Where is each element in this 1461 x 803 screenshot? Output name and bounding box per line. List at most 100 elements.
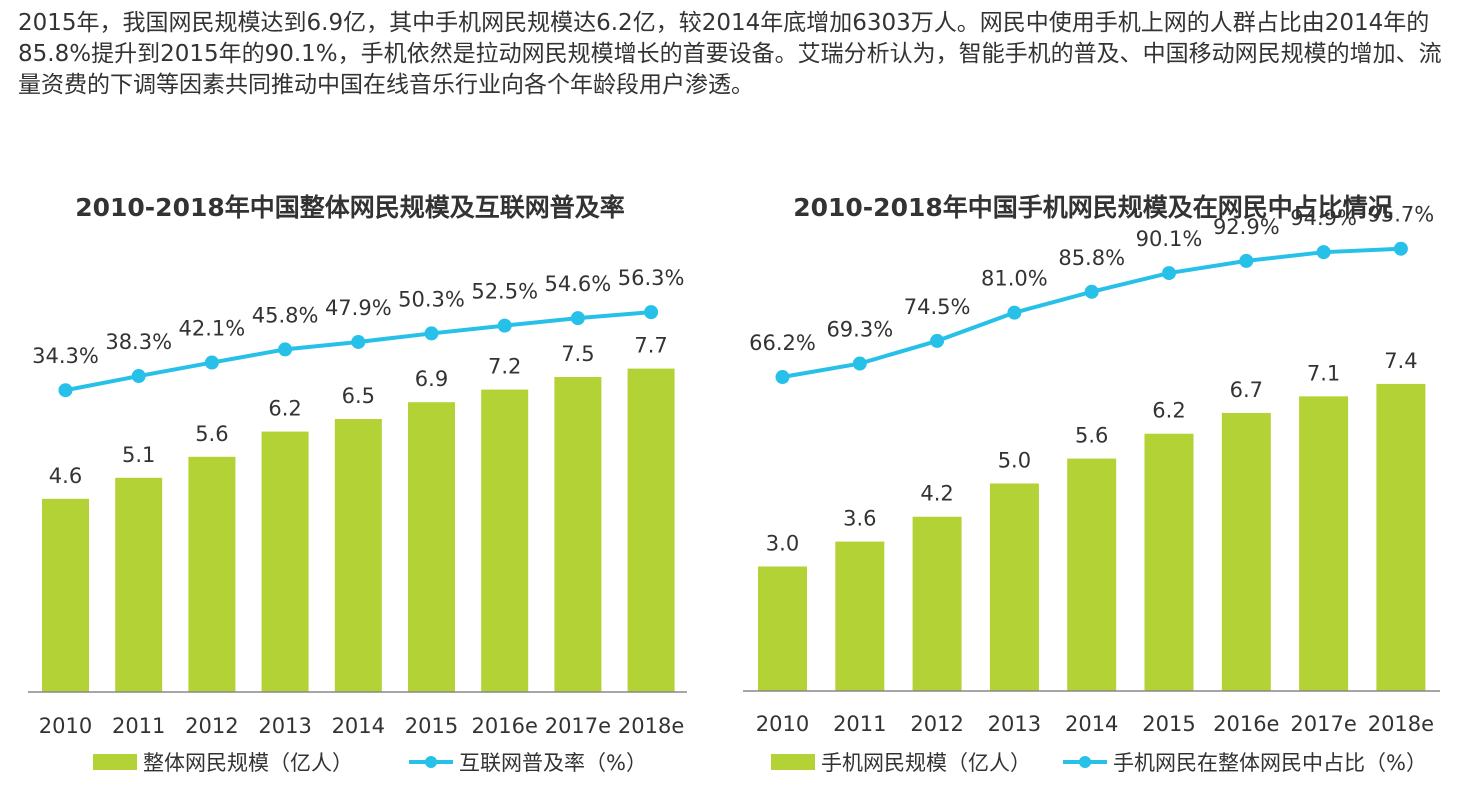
x-tick-label: 2018e bbox=[618, 714, 684, 738]
bar bbox=[1067, 458, 1117, 691]
bar-value-label: 5.6 bbox=[195, 422, 228, 446]
line-value-label: 74.5% bbox=[904, 295, 971, 319]
x-tick-label: 2015 bbox=[405, 714, 458, 738]
bar bbox=[554, 377, 602, 692]
legend-total-netizens: 整体网民规模（亿人） 互联网普及率（%） bbox=[93, 747, 647, 777]
legend-line-label: 手机网民在整体网民中占比（%） bbox=[1113, 751, 1427, 775]
line-point bbox=[497, 318, 512, 333]
line-point bbox=[1393, 241, 1408, 256]
legend-line-swatch bbox=[409, 756, 453, 768]
line-value-label: 90.1% bbox=[1136, 227, 1203, 251]
x-tick-label: 2017e bbox=[545, 714, 611, 738]
x-tick-label: 2014 bbox=[1065, 712, 1118, 736]
bar bbox=[481, 389, 529, 692]
bar bbox=[989, 483, 1039, 691]
legend-line-swatch bbox=[1063, 756, 1107, 768]
bar-value-label: 7.4 bbox=[1384, 349, 1417, 373]
bar bbox=[42, 498, 89, 692]
line-point bbox=[58, 383, 73, 398]
bar bbox=[1144, 433, 1194, 691]
x-tick-label: 2017e bbox=[1290, 712, 1356, 736]
bar bbox=[912, 516, 962, 691]
line-value-label: 56.3% bbox=[618, 266, 685, 290]
line-point bbox=[930, 333, 945, 348]
bar-value-label: 7.2 bbox=[488, 355, 521, 379]
line-value-label: 34.3% bbox=[32, 344, 99, 368]
bar-value-label: 6.2 bbox=[268, 397, 301, 421]
bar bbox=[835, 541, 885, 691]
line-value-label: 85.8% bbox=[1058, 246, 1125, 270]
x-tick-label: 2018e bbox=[1368, 712, 1434, 736]
bar bbox=[261, 431, 309, 692]
bar-value-label: 5.1 bbox=[122, 443, 155, 467]
legend-bar-label: 整体网民规模（亿人） bbox=[143, 751, 353, 775]
bar bbox=[334, 419, 382, 692]
line-point bbox=[351, 334, 366, 349]
line-value-label: 69.3% bbox=[826, 318, 893, 342]
legend-bar-label: 手机网民规模（亿人） bbox=[821, 751, 1031, 775]
line-point bbox=[1007, 305, 1022, 320]
x-tick-label: 2012 bbox=[910, 712, 963, 736]
legend-item-bar: 手机网民规模（亿人） bbox=[771, 747, 1031, 777]
line-point bbox=[424, 326, 439, 341]
legend-bar-swatch bbox=[93, 754, 137, 770]
line-value-label: 50.3% bbox=[398, 287, 465, 311]
x-tick-label: 2016e bbox=[1213, 712, 1279, 736]
line-point bbox=[131, 369, 146, 384]
bar-value-label: 7.5 bbox=[561, 342, 594, 366]
line-value-label: 52.5% bbox=[471, 280, 538, 304]
line-point bbox=[644, 305, 659, 320]
legend-item-bar: 整体网民规模（亿人） bbox=[93, 747, 353, 777]
legend-line-label: 互联网普及率（%） bbox=[459, 751, 647, 775]
x-tick-label: 2011 bbox=[112, 714, 165, 738]
bar-value-label: 3.6 bbox=[843, 507, 876, 531]
bar-value-label: 7.1 bbox=[1307, 361, 1340, 385]
line-value-label: 42.1% bbox=[179, 317, 246, 341]
chart-title-total-netizens: 2010-2018年中国整体网民规模及互联网普及率 bbox=[75, 193, 625, 222]
bar-value-label: 4.6 bbox=[49, 464, 82, 488]
bar-value-label: 6.5 bbox=[342, 384, 375, 408]
x-tick-label: 2012 bbox=[185, 714, 238, 738]
chart-title-mobile-netizens: 2010-2018年中国手机网民规模及在网民中占比情况 bbox=[793, 193, 1393, 222]
line-point bbox=[570, 311, 585, 326]
bar-value-label: 6.9 bbox=[415, 367, 448, 391]
bar-value-label: 4.2 bbox=[920, 482, 953, 506]
x-tick-label: 2010 bbox=[756, 712, 809, 736]
line-value-label: 66.2% bbox=[749, 331, 816, 355]
x-tick-label: 2011 bbox=[833, 712, 886, 736]
bar-value-label: 5.0 bbox=[998, 449, 1031, 473]
line-point bbox=[852, 356, 867, 371]
x-tick-label: 2013 bbox=[258, 714, 311, 738]
bar bbox=[188, 456, 236, 692]
legend-bar-swatch bbox=[771, 754, 815, 770]
bar bbox=[1299, 396, 1349, 691]
line-point bbox=[1162, 266, 1176, 281]
bar-value-label: 7.7 bbox=[634, 334, 667, 358]
bar bbox=[758, 566, 807, 691]
bar bbox=[115, 477, 163, 692]
line-value-label: 92.9% bbox=[1213, 215, 1280, 239]
line-point bbox=[775, 370, 790, 385]
legend-item-line: 互联网普及率（%） bbox=[409, 747, 647, 777]
x-tick-label: 2010 bbox=[39, 714, 92, 738]
line-point bbox=[1239, 253, 1254, 268]
bar-value-label: 6.7 bbox=[1230, 378, 1263, 402]
bar-value-label: 6.2 bbox=[1152, 399, 1185, 423]
line-value-label: 94.9% bbox=[1290, 206, 1357, 230]
intro-paragraph: 2015年，我国网民规模达到6.9亿，其中手机网民规模达6.2亿，较2014年底… bbox=[18, 10, 1442, 98]
bar bbox=[627, 368, 675, 692]
line-value-label: 81.0% bbox=[981, 267, 1048, 291]
bar bbox=[408, 402, 455, 692]
legend-item-line: 手机网民在整体网民中占比（%） bbox=[1063, 747, 1427, 777]
line-point bbox=[1084, 284, 1099, 299]
line-value-label: 38.3% bbox=[105, 330, 172, 354]
x-tick-label: 2014 bbox=[332, 714, 385, 738]
line-point bbox=[1316, 245, 1331, 260]
legend-mobile-netizens: 手机网民规模（亿人） 手机网民在整体网民中占比（%） bbox=[771, 747, 1427, 777]
x-tick-label: 2013 bbox=[988, 712, 1041, 736]
bar bbox=[1376, 383, 1426, 691]
line-value-label: 45.8% bbox=[252, 303, 319, 327]
x-tick-label: 2016e bbox=[472, 714, 538, 738]
